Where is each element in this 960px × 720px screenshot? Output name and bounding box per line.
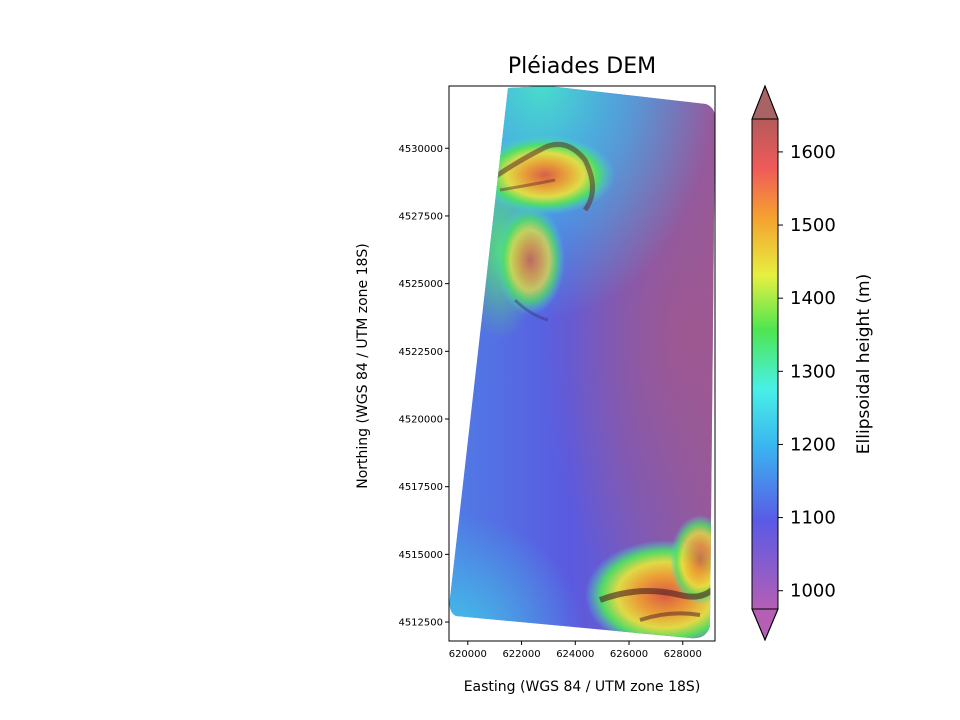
x-tick-label: 626000 [610, 649, 648, 660]
y-axis-label: Northing (WGS 84 / UTM zone 18S) [355, 243, 371, 489]
colorbar-tick-label: 1200 [790, 434, 836, 455]
x-axis: 620000 622000 624000 626000 628000 [449, 641, 702, 660]
dem-raster [449, 86, 715, 639]
colorbar-tick-label: 1000 [790, 581, 836, 602]
y-tick-label: 4512500 [398, 618, 443, 629]
y-axis: 4512500 4515000 4517500 4520000 4522500 45250… [398, 144, 449, 629]
x-axis-label: Easting (WGS 84 / UTM zone 18S) [464, 679, 701, 695]
x-tick-label: 620000 [449, 649, 487, 660]
chart-title: Pléiades DEM [508, 54, 656, 79]
y-tick-label: 4515000 [398, 550, 443, 561]
y-tick-label: 4530000 [398, 144, 443, 155]
colorbar-extend-max [751, 84, 779, 120]
y-tick-label: 4517500 [398, 482, 443, 493]
x-tick-label: 622000 [502, 649, 540, 660]
y-tick-label: 4527500 [398, 211, 443, 222]
colorbar-tick-label: 1100 [790, 508, 836, 529]
x-tick-label: 624000 [556, 649, 594, 660]
colorbar-tick-label: 1400 [790, 288, 836, 309]
colorbar-tick-label: 1600 [790, 142, 836, 163]
y-tick-label: 4520000 [398, 415, 443, 426]
colorbar: 1000 1100 1200 1300 1400 1500 1600 Ellipsoidal… [751, 84, 874, 642]
plot-frame [448, 85, 716, 642]
colorbar-tick-label: 1500 [790, 215, 836, 236]
colorbar-tick-label: 1300 [790, 361, 836, 382]
x-tick-label: 628000 [664, 649, 702, 660]
colorbar-body [752, 119, 778, 609]
colorbar-label: Ellipsoidal height (m) [854, 274, 874, 454]
y-tick-label: 4522500 [398, 347, 443, 358]
colorbar-extend-min [751, 608, 779, 642]
y-tick-label: 4525000 [398, 279, 443, 290]
